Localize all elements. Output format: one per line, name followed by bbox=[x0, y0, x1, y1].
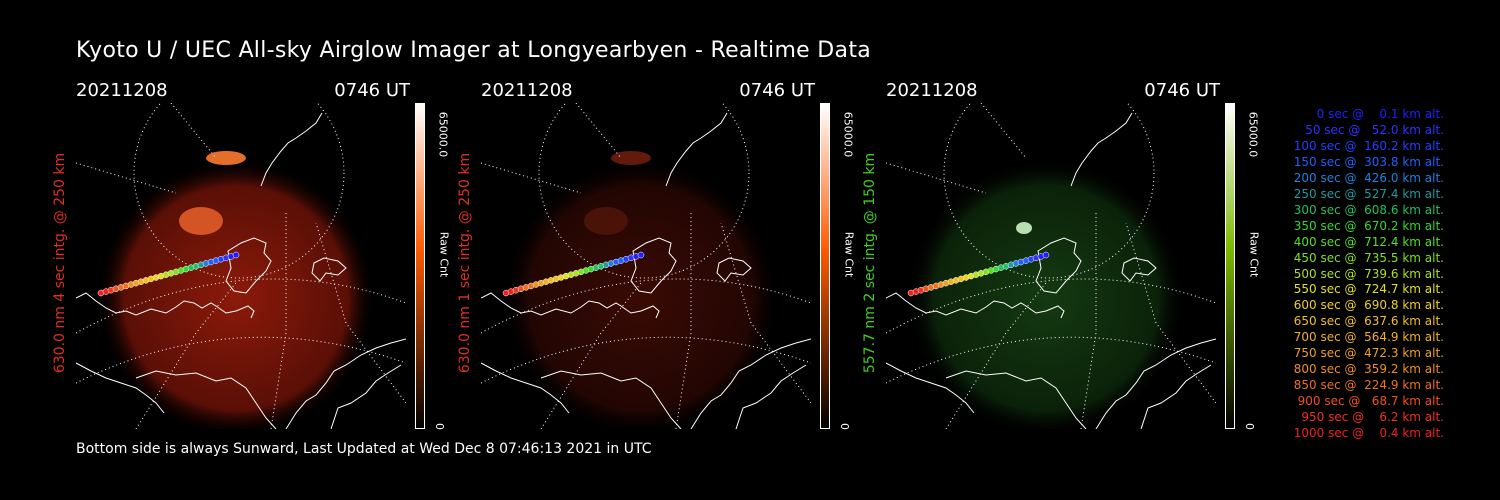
legend-row: 350 sec @ 670.2 km alt. bbox=[1289, 218, 1444, 233]
colorbar-units-label: Raw Cnt bbox=[842, 231, 856, 278]
colorbar-max-label: 65000.0 bbox=[1246, 111, 1260, 158]
legend-row: 400 sec @ 712.4 km alt. bbox=[1289, 234, 1444, 249]
legend-row: 700 sec @ 564.9 km alt. bbox=[1289, 330, 1444, 345]
imager-panel-557-2s: 20211208 0746 UT 557.7 nm 2 sec intg. @ … bbox=[862, 80, 1306, 430]
legend-row: 450 sec @ 735.5 km alt. bbox=[1289, 250, 1444, 265]
colorbar bbox=[1225, 103, 1235, 429]
legend-row: 200 sec @ 426.0 km alt. bbox=[1289, 170, 1444, 185]
panel-date: 20211208 bbox=[886, 80, 978, 101]
channel-label: 630.0 nm 1 sec intg. @ 250 km bbox=[457, 152, 473, 374]
legend-row: 500 sec @ 739.6 km alt. bbox=[1289, 266, 1444, 281]
colorbar-max-label: 65000.0 bbox=[436, 111, 450, 158]
legend-row: 800 sec @ 359.2 km alt. bbox=[1289, 362, 1444, 377]
legend-row: 250 sec @ 527.4 km alt. bbox=[1289, 186, 1444, 201]
colorbar-max-label: 65000.0 bbox=[841, 111, 855, 158]
colorbar-min-label: 0 bbox=[1243, 423, 1256, 430]
page-title: Kyoto U / UEC All-sky Airglow Imager at … bbox=[76, 38, 872, 63]
legend-row: 650 sec @ 637.6 km alt. bbox=[1289, 314, 1444, 329]
colorbar-units-label: Raw Cnt bbox=[1247, 231, 1261, 278]
colorbar-units-label: Raw Cnt bbox=[437, 231, 451, 278]
imager-panel-630-1s: 20211208 0746 UT 630.0 nm 1 sec intg. @ … bbox=[457, 80, 901, 430]
colorbar-min-label: 0 bbox=[838, 423, 851, 430]
allsky-image bbox=[481, 103, 811, 429]
legend-row: 1000 sec @ 0.4 km alt. bbox=[1293, 426, 1444, 441]
legend-row: 850 sec @ 224.9 km alt. bbox=[1289, 378, 1444, 393]
allsky-image bbox=[76, 103, 406, 429]
legend-row: 100 sec @ 160.2 km alt. bbox=[1289, 138, 1444, 153]
panel-date: 20211208 bbox=[76, 80, 168, 101]
imager-panel-630-4s: 20211208 0746 UT 630.0 nm 4 sec intg. @ … bbox=[52, 80, 496, 430]
legend-row: 300 sec @ 608.6 km alt. bbox=[1289, 202, 1444, 217]
allsky-image bbox=[886, 103, 1216, 429]
legend-row: 550 sec @ 724.7 km alt. bbox=[1289, 282, 1444, 297]
panel-date: 20211208 bbox=[481, 80, 573, 101]
panel-time: 0746 UT bbox=[334, 80, 410, 101]
channel-label: 630.0 nm 4 sec intg. @ 250 km bbox=[52, 152, 68, 374]
legend-row: 900 sec @ 68.7 km alt. bbox=[1293, 394, 1444, 409]
colorbar bbox=[820, 103, 830, 429]
legend-row: 950 sec @ 6.2 km alt. bbox=[1297, 410, 1444, 425]
legend-row: 50 sec @ 52.0 km alt. bbox=[1297, 122, 1444, 137]
colorbar-min-label: 0 bbox=[433, 423, 446, 430]
legend-row: 750 sec @ 472.3 km alt. bbox=[1289, 346, 1444, 361]
legend-row: 600 sec @ 690.8 km alt. bbox=[1289, 298, 1444, 313]
colorbar bbox=[415, 103, 425, 429]
legend-row: 0 sec @ 0.1 km alt. bbox=[1305, 107, 1444, 121]
panel-time: 0746 UT bbox=[1144, 80, 1220, 101]
trajectory-legend: 0 sec @ 0.1 km alt. 50 sec @ 52.0 km alt… bbox=[1290, 107, 1444, 442]
panel-time: 0746 UT bbox=[739, 80, 815, 101]
channel-label: 557.7 nm 2 sec intg. @ 150 km bbox=[862, 152, 878, 374]
legend-row: 150 sec @ 303.8 km alt. bbox=[1289, 154, 1444, 169]
footer-status: Bottom side is always Sunward, Last Upda… bbox=[76, 441, 652, 457]
